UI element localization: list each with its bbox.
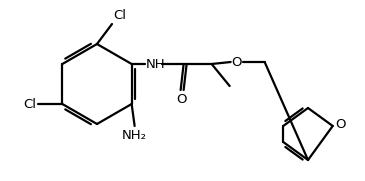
Text: O: O <box>336 119 346 131</box>
Text: NH: NH <box>146 58 165 71</box>
Text: O: O <box>176 93 187 106</box>
Text: O: O <box>232 56 242 68</box>
Text: Cl: Cl <box>113 9 126 22</box>
Text: NH₂: NH₂ <box>122 129 147 142</box>
Text: Cl: Cl <box>23 98 36 110</box>
